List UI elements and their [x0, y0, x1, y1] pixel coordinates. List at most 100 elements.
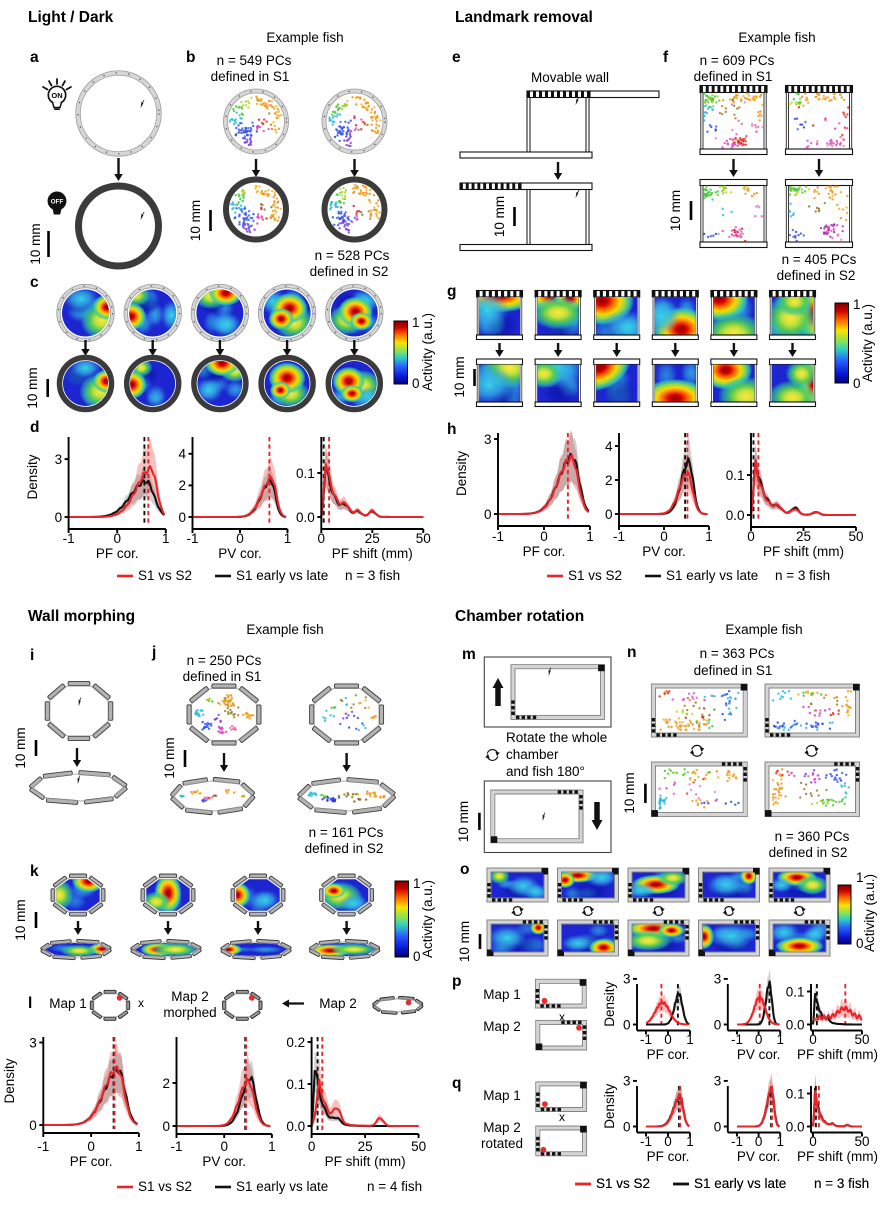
svg-text:f: f	[663, 49, 669, 66]
svg-text:0.1: 0.1	[726, 468, 745, 483]
svg-text:Density: Density	[602, 1083, 617, 1128]
svg-text:3: 3	[29, 1035, 37, 1050]
svg-text:1: 1	[686, 1032, 694, 1047]
svg-text:chamber: chamber	[506, 747, 559, 762]
svg-text:n = 3 fish: n = 3 fish	[814, 1176, 869, 1191]
svg-text:PF shift (mm): PF shift (mm)	[763, 544, 844, 559]
svg-text:Light / Dark: Light / Dark	[28, 9, 114, 26]
svg-text:1: 1	[284, 531, 292, 546]
svg-text:1: 1	[776, 1134, 784, 1149]
svg-text:1: 1	[853, 297, 861, 312]
svg-text:Map 1: Map 1	[483, 987, 521, 1002]
svg-text:PV cor.: PV cor.	[737, 1047, 781, 1062]
svg-text:10 mm: 10 mm	[25, 367, 40, 408]
svg-text:0: 0	[412, 376, 420, 391]
svg-text:0.1: 0.1	[286, 1077, 305, 1092]
svg-text:50: 50	[411, 1139, 426, 1154]
svg-text:-1: -1	[63, 531, 75, 546]
svg-text:S1 early vs late: S1 early vs late	[236, 568, 328, 583]
svg-text:x: x	[559, 1010, 565, 1024]
svg-text:n: n	[627, 644, 636, 661]
svg-text:10 mm: 10 mm	[622, 772, 637, 813]
svg-text:Map 2: Map 2	[483, 1019, 521, 1034]
svg-text:-1: -1	[37, 1139, 49, 1154]
svg-text:1: 1	[705, 529, 713, 544]
svg-text:-1: -1	[640, 1032, 652, 1047]
svg-text:Example fish: Example fish	[738, 30, 815, 45]
svg-text:1: 1	[413, 876, 421, 891]
svg-text:Chamber rotation: Chamber rotation	[455, 608, 584, 625]
svg-text:10 mm: 10 mm	[668, 190, 683, 231]
svg-text:PF shift (mm): PF shift (mm)	[332, 546, 413, 561]
svg-text:n = 360 PCs: n = 360 PCs	[775, 829, 850, 844]
svg-text:n = 161 PCs: n = 161 PCs	[309, 825, 384, 840]
svg-text:h: h	[447, 421, 456, 438]
svg-text:PF cor.: PF cor.	[70, 1154, 113, 1169]
svg-text:morphed: morphed	[163, 1005, 216, 1020]
svg-text:n = 250 PCs: n = 250 PCs	[187, 653, 262, 668]
svg-text:p: p	[452, 973, 461, 990]
svg-text:OFF: OFF	[51, 199, 64, 206]
svg-text:Rotate the whole: Rotate the whole	[506, 730, 607, 745]
svg-text:e: e	[452, 49, 461, 66]
svg-text:d: d	[30, 419, 39, 436]
svg-text:0: 0	[714, 1017, 722, 1032]
svg-text:1: 1	[268, 1139, 276, 1154]
svg-text:1: 1	[856, 870, 864, 885]
svg-text:Example fish: Example fish	[266, 30, 343, 45]
svg-text:defined in S2: defined in S2	[310, 264, 389, 279]
svg-text:n = 528 PCs: n = 528 PCs	[315, 248, 390, 263]
svg-text:-1: -1	[492, 529, 504, 544]
svg-text:0.0: 0.0	[286, 1119, 305, 1134]
svg-text:S1 early vs late: S1 early vs late	[666, 568, 758, 583]
svg-text:4: 4	[605, 439, 613, 454]
svg-text:PF cor.: PF cor.	[96, 546, 139, 561]
svg-text:0: 0	[755, 1032, 763, 1047]
svg-text:a: a	[30, 49, 39, 66]
svg-text:PF cor.: PF cor.	[523, 544, 566, 559]
svg-text:PF cor.: PF cor.	[647, 1149, 690, 1164]
svg-text:1: 1	[162, 531, 170, 546]
svg-text:g: g	[447, 283, 456, 300]
svg-text:0: 0	[178, 510, 186, 525]
svg-text:0: 0	[29, 1118, 37, 1133]
svg-text:S1 vs S2: S1 vs S2	[596, 1176, 650, 1191]
svg-text:PF shift (mm): PF shift (mm)	[797, 1047, 878, 1062]
svg-text:10 mm: 10 mm	[13, 899, 28, 940]
svg-text:PV cor.: PV cor.	[202, 1154, 246, 1169]
svg-text:1: 1	[776, 1032, 784, 1047]
svg-text:0.2: 0.2	[286, 1035, 305, 1050]
svg-text:0: 0	[87, 1139, 95, 1154]
svg-text:3: 3	[714, 1074, 722, 1089]
svg-text:0: 0	[623, 1119, 631, 1134]
svg-text:3: 3	[623, 972, 631, 987]
svg-text:10 mm: 10 mm	[492, 196, 507, 237]
svg-text:defined in S2: defined in S2	[305, 841, 384, 856]
svg-text:0: 0	[55, 510, 63, 525]
svg-text:Density: Density	[602, 981, 617, 1026]
svg-text:n = 3 fish: n = 3 fish	[345, 568, 400, 583]
svg-text:1: 1	[135, 1139, 143, 1154]
svg-text:0.0: 0.0	[726, 508, 745, 523]
svg-text:50: 50	[854, 1032, 869, 1047]
svg-text:Map 2: Map 2	[483, 1120, 521, 1135]
svg-text:x: x	[559, 1110, 565, 1124]
svg-text:S1 vs S2: S1 vs S2	[596, 1176, 650, 1191]
svg-text:10 mm: 10 mm	[28, 223, 43, 264]
svg-text:0: 0	[809, 1032, 817, 1047]
svg-text:Map 2: Map 2	[171, 989, 209, 1004]
svg-text:1: 1	[412, 315, 420, 330]
svg-text:-1: -1	[640, 1134, 652, 1149]
svg-text:1: 1	[686, 1134, 694, 1149]
svg-text:-1: -1	[731, 1032, 743, 1047]
svg-text:0: 0	[318, 531, 326, 546]
svg-text:0: 0	[220, 1139, 228, 1154]
svg-text:0: 0	[664, 1134, 672, 1149]
svg-text:10 mm: 10 mm	[13, 727, 28, 768]
svg-text:j: j	[151, 644, 156, 661]
svg-text:10 mm: 10 mm	[456, 801, 471, 842]
svg-text:0: 0	[605, 507, 613, 522]
svg-text:25: 25	[796, 529, 811, 544]
svg-text:S1 vs S2: S1 vs S2	[138, 1179, 192, 1194]
svg-text:l: l	[28, 995, 32, 1012]
